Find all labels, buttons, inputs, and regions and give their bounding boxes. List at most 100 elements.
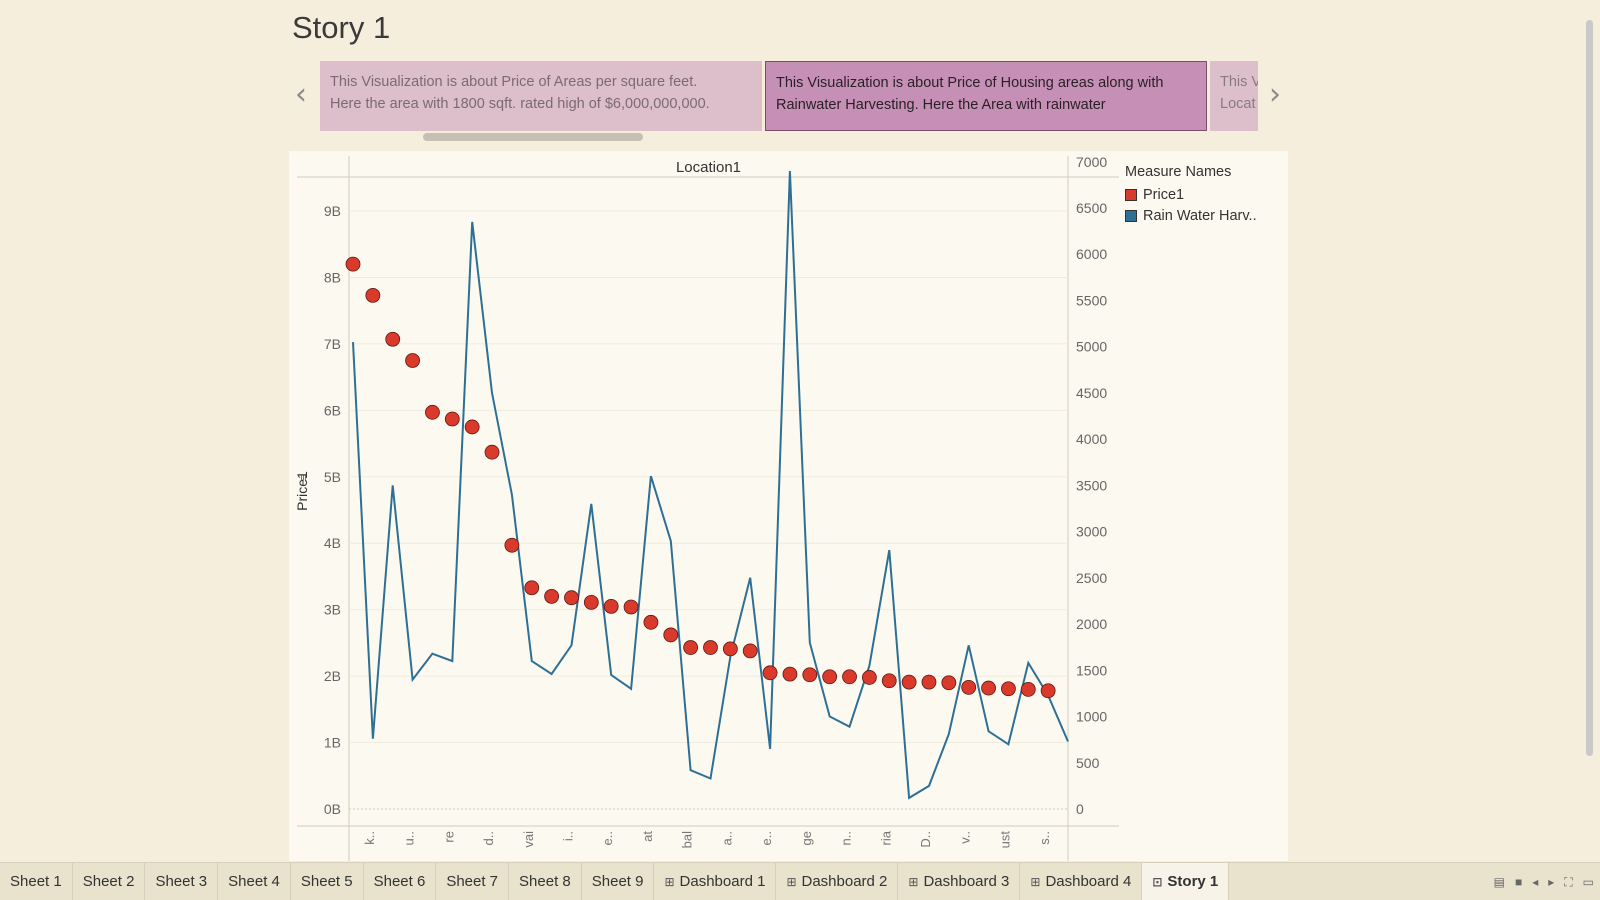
y-left-tick-label: 1B xyxy=(324,735,341,751)
y-right-tick-label: 4000 xyxy=(1076,431,1107,447)
tab-label: Sheet 8 xyxy=(519,872,571,890)
y-left-tick-label: 0B xyxy=(324,801,341,817)
tab-dashboard-1[interactable]: ⊞ Dashboard 1 xyxy=(654,862,777,900)
price-point xyxy=(583,594,599,610)
story-point-caption-1[interactable]: This Visualization is about Price of Are… xyxy=(320,61,762,131)
price-point xyxy=(921,674,937,690)
price-point xyxy=(524,580,540,596)
tab-dashboard-2[interactable]: ⊞ Dashboard 2 xyxy=(776,862,899,900)
story-point-caption-3[interactable]: This V Locat xyxy=(1210,61,1258,131)
next-sheet-icon[interactable]: ▸ xyxy=(1548,875,1555,889)
x-tick-label: ge xyxy=(799,831,814,845)
chart-title: Location1 xyxy=(676,159,741,176)
tab-sheet-6[interactable]: Sheet 6 xyxy=(364,862,437,900)
caption-scrollbar[interactable] xyxy=(423,133,643,141)
y-right-tick-label: 5500 xyxy=(1076,292,1107,308)
price-point xyxy=(941,675,957,691)
tab-dashboard-4[interactable]: ⊞ Dashboard 4 xyxy=(1020,862,1143,900)
legend-label: Price1 xyxy=(1143,186,1185,203)
chart-sheet: Location1 0B 1B 2B 3B 4B 5B 6B 7B 8B 9B 0 500 1000 150… xyxy=(289,151,1288,861)
price-point xyxy=(484,444,500,460)
x-tick-label: e.. xyxy=(600,831,615,845)
tab-story-1[interactable]: ⊡ Story 1 xyxy=(1142,862,1230,900)
tab-label: Dashboard 2 xyxy=(801,872,888,890)
caption-text-line: This Visualization is about Price of Hou… xyxy=(776,75,1164,91)
tab-sheet-9[interactable]: Sheet 9 xyxy=(582,862,655,900)
price-point xyxy=(881,673,897,689)
price-point xyxy=(643,614,659,630)
tab-sheet-5[interactable]: Sheet 5 xyxy=(291,862,364,900)
price-point xyxy=(703,640,718,655)
x-tick-label: s.. xyxy=(1037,831,1052,845)
tab-label: Dashboard 4 xyxy=(1045,872,1132,890)
show-tabs-icon[interactable]: ▤ xyxy=(1493,875,1505,889)
price-point xyxy=(901,674,917,690)
present-mode-icon[interactable]: ▭ xyxy=(1582,875,1594,889)
story-title: Story 1 xyxy=(292,10,391,45)
price-point xyxy=(444,411,460,427)
tab-sheet-2[interactable]: Sheet 2 xyxy=(73,862,146,900)
dual-axis-chart: Location1 0B 1B 2B 3B 4B 5B 6B 7B 8B 9B 0 500 1000 150… xyxy=(294,154,1119,861)
tab-label: Sheet 2 xyxy=(82,872,135,890)
y-right-tick-label: 3500 xyxy=(1076,477,1107,493)
price-point xyxy=(1001,681,1016,697)
sheet-tab-bar: Sheet 1 Sheet 2 Sheet 3 Sheet 4 Sheet 5 Sheet… xyxy=(0,862,1600,900)
y-right-tick-label: 7000 xyxy=(1076,154,1107,170)
legend-item-rain-water[interactable]: Rain Water Harv.. xyxy=(1125,205,1257,226)
x-tick-label: e.. xyxy=(759,831,774,845)
tab-sheet-7[interactable]: Sheet 7 xyxy=(436,862,510,900)
y-right-tick-label: 0 xyxy=(1076,801,1084,817)
caption-text-line: This Visualization is about Price of Are… xyxy=(330,74,698,90)
tab-sheet-4[interactable]: Sheet 4 xyxy=(218,862,291,900)
price-point xyxy=(802,667,818,683)
fit-screen-icon[interactable]: ⛶ xyxy=(1564,874,1573,889)
price-point xyxy=(842,669,857,685)
tab-label: Sheet 4 xyxy=(228,872,280,890)
y-right-tick-label: 6000 xyxy=(1076,246,1107,262)
previous-sheet-icon[interactable]: ◂ xyxy=(1532,875,1539,889)
tab-label: Sheet 3 xyxy=(155,872,208,890)
tab-label: Sheet 9 xyxy=(591,872,644,890)
legend: Measure Names Price1 Rain Water Harv.. xyxy=(1125,164,1257,226)
x-tick-label: d.. xyxy=(481,831,496,845)
legend-swatch xyxy=(1125,209,1137,222)
tab-dashboard-3[interactable]: ⊞ Dashboard 3 xyxy=(898,862,1021,900)
price-point xyxy=(345,256,361,272)
tab-sheet-8[interactable]: Sheet 8 xyxy=(509,862,582,900)
y-right-tick-label: 5000 xyxy=(1076,339,1107,355)
price-point xyxy=(464,419,480,435)
price-point xyxy=(683,640,699,655)
chevron-left-icon[interactable]: ‹ xyxy=(295,77,307,112)
dashboard-icon: ⊞ xyxy=(786,874,797,889)
price-point xyxy=(782,666,798,682)
y-right-tick-label: 2000 xyxy=(1076,616,1107,632)
y-left-tick-label: 3B xyxy=(324,602,341,618)
y-left-tick-label: 7B xyxy=(324,336,341,352)
x-tick-label: a.. xyxy=(719,831,734,845)
tab-sheet-1[interactable]: Sheet 1 xyxy=(0,862,73,900)
y-right-tick-label: 1500 xyxy=(1076,662,1107,678)
caption-text-line: This V xyxy=(1220,74,1258,90)
y-left-tick-label: 2B xyxy=(324,668,341,684)
y-left-tick-label: 5B xyxy=(324,469,341,485)
price-point xyxy=(1040,683,1056,699)
y-right-tick-label: 3000 xyxy=(1076,524,1107,540)
tab-label: Sheet 7 xyxy=(446,872,499,890)
dashboard-icon: ⊞ xyxy=(908,874,919,889)
chevron-right-icon[interactable]: › xyxy=(1269,77,1281,112)
filmstrip-icon[interactable]: ■ xyxy=(1514,875,1523,889)
y-left-tick-label: 9B xyxy=(324,203,341,219)
story-point-caption-2[interactable]: This Visualization is about Price of Hou… xyxy=(765,61,1207,131)
y-right-tick-label: 2500 xyxy=(1076,570,1107,586)
tab-label: Sheet 1 xyxy=(10,872,62,890)
caption-text-line: Here the area with 1800 sqft. rated high… xyxy=(330,96,710,112)
price-point xyxy=(762,665,778,681)
y-left-tick-label: 6B xyxy=(324,402,341,418)
legend-item-price[interactable]: Price1 xyxy=(1125,184,1257,205)
dashboard-icon: ⊞ xyxy=(1030,874,1041,889)
price-point xyxy=(564,590,579,606)
y-right-tick-label: 4500 xyxy=(1076,385,1107,401)
tab-sheet-3[interactable]: Sheet 3 xyxy=(145,862,219,900)
page-scrollbar[interactable] xyxy=(1586,20,1593,756)
y-left-tick-label: 4B xyxy=(324,535,341,551)
